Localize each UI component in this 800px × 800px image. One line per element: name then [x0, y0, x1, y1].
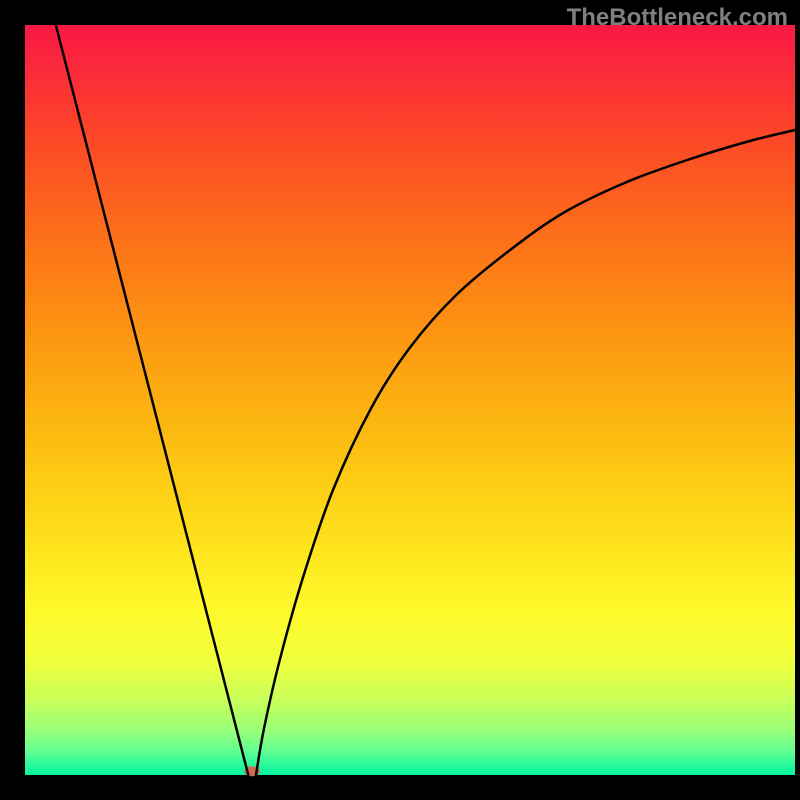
plot-background — [25, 25, 795, 775]
bottleneck-chart — [0, 0, 800, 800]
watermark-text: TheBottleneck.com — [567, 4, 788, 32]
chart-container: TheBottleneck.com — [0, 0, 800, 800]
